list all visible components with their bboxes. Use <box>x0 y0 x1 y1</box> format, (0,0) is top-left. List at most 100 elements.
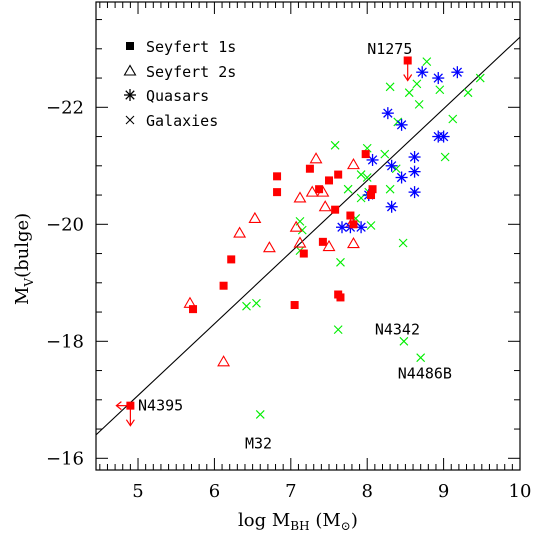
annotation-label: N4342 <box>375 321 420 339</box>
axis-ticks <box>96 2 521 470</box>
limit-arrow-head <box>115 401 122 411</box>
cross-point-stroke <box>399 336 409 346</box>
annotation-label: M32 <box>245 435 272 453</box>
asterisk-point-stroke <box>433 73 443 83</box>
asterisk-point <box>395 118 408 131</box>
cross-point-stroke <box>336 257 345 267</box>
square-point <box>189 305 198 314</box>
legend-label-galaxies: Galaxies <box>146 112 218 130</box>
square-point <box>273 172 282 181</box>
triangle-point <box>305 185 319 197</box>
asterisk-point <box>355 221 368 234</box>
triangle-point <box>248 211 262 223</box>
asterisk-point <box>381 107 394 120</box>
square-point <box>331 205 340 214</box>
legend-square-icon <box>126 42 134 50</box>
upper-limit-arrows <box>115 60 413 427</box>
asterisk-point-stroke <box>452 67 463 77</box>
x-axis-label: log MBH (M⊙) <box>238 510 358 533</box>
triangle-point <box>217 355 231 367</box>
x-label-unit-sub: ⊙ <box>341 519 351 533</box>
cross-point <box>252 298 261 308</box>
cross-point-stroke <box>385 82 395 92</box>
limit-arrow-head <box>403 74 413 82</box>
cross-point-stroke <box>297 225 307 235</box>
legend-label-seyfert2: Seyfert 2s <box>146 63 236 81</box>
limit-arrow <box>125 405 135 427</box>
cross-point <box>463 88 473 98</box>
annotation-label: N1275 <box>367 40 412 58</box>
square-point <box>227 255 236 264</box>
y-label-rest: (bulge) <box>12 213 33 278</box>
x-tick-label: 10 <box>509 481 532 502</box>
cross-point-stroke <box>404 88 414 98</box>
cross-point <box>336 257 345 267</box>
square-point <box>305 164 314 173</box>
cross-point <box>242 301 251 311</box>
cross-point-stroke <box>385 184 395 194</box>
cross-point <box>343 184 353 194</box>
square-point <box>361 150 370 159</box>
triangle-point <box>262 241 276 253</box>
asterisk-point-stroke <box>386 202 397 212</box>
triangle-point <box>289 220 303 232</box>
legend-asterisk-icon <box>124 89 136 101</box>
triangle-point <box>347 237 360 249</box>
square-point <box>290 301 299 310</box>
y-tick-label: −20 <box>46 214 84 235</box>
square-point <box>334 170 343 179</box>
annotation-label: N4486B <box>398 364 452 382</box>
square-point <box>299 249 308 258</box>
asterisk-point-stroke <box>337 222 347 232</box>
cross-point-stroke <box>412 79 422 89</box>
series-seyfert-2s <box>183 152 360 367</box>
y-label-sub: V <box>22 278 36 288</box>
limit-arrow <box>403 60 413 82</box>
square-point <box>346 211 355 220</box>
svg-text:log MBH (M⊙): log MBH (M⊙) <box>238 510 358 533</box>
asterisk-point-stroke <box>409 152 420 162</box>
cross-point <box>435 85 445 95</box>
cross-point <box>422 57 432 67</box>
cross-point-stroke <box>252 298 261 308</box>
limit-arrow-head <box>125 419 135 427</box>
cross-point-stroke <box>380 149 390 159</box>
asterisk-point-stroke <box>356 222 366 232</box>
cross-point-stroke <box>362 173 372 182</box>
x-tick-label: 9 <box>438 481 449 502</box>
triangle-point <box>233 226 247 238</box>
asterisk-point <box>385 200 398 213</box>
y-tick-label: −22 <box>46 97 84 118</box>
asterisk-point <box>408 186 421 199</box>
triangle-point <box>347 158 360 170</box>
cross-point <box>399 336 409 346</box>
x-label-main: log M <box>238 510 290 531</box>
square-point <box>368 185 377 194</box>
cross-point <box>380 149 390 159</box>
legend-asterisk-icon-stroke <box>125 90 135 100</box>
cross-point <box>385 184 395 194</box>
cross-point-stroke <box>391 164 401 174</box>
square-point <box>367 191 376 200</box>
square-point <box>336 293 345 302</box>
cross-point-stroke <box>333 325 343 334</box>
x-tick-label: 5 <box>132 481 143 502</box>
cross-point-stroke <box>398 238 408 248</box>
cross-point-stroke <box>475 73 485 83</box>
legend-label-quasars: Quasars <box>146 87 209 105</box>
cross-point <box>255 410 265 419</box>
x-tick-label: 7 <box>285 481 296 502</box>
y-tick-label: −16 <box>46 448 84 469</box>
square-point <box>273 188 282 197</box>
cross-point <box>414 99 424 109</box>
cross-point-stroke <box>435 85 445 95</box>
x-tick-label: 6 <box>209 481 220 502</box>
series-seyfert-1s <box>126 56 412 410</box>
asterisk-point <box>395 171 408 184</box>
cross-point <box>362 173 372 182</box>
legend-triangle-icon <box>123 64 137 76</box>
cross-point <box>366 221 376 230</box>
asterisk-point <box>416 66 429 79</box>
cross-point-stroke <box>414 99 424 109</box>
data-points <box>126 56 485 419</box>
